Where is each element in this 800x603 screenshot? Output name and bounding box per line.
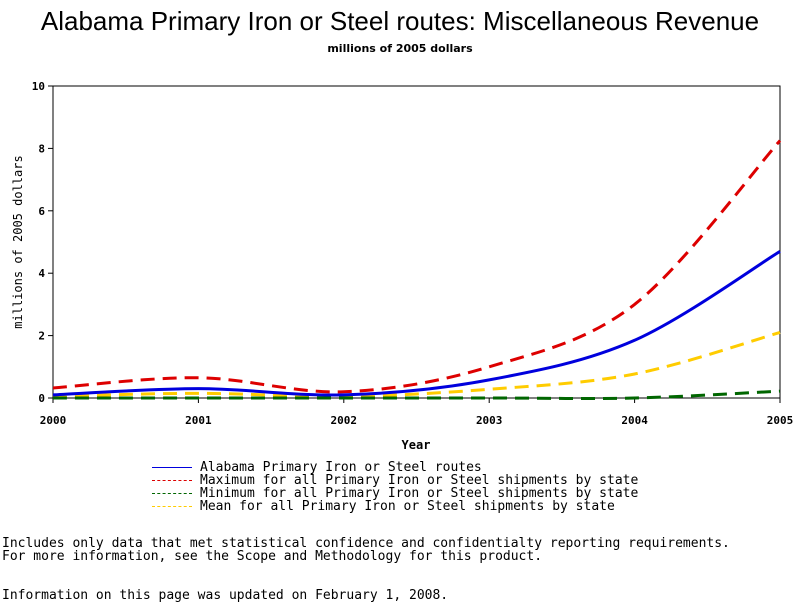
series-line bbox=[52, 331, 781, 399]
footnote-line: For more information, see the Scope and … bbox=[2, 549, 543, 564]
legend-label: Mean for all Primary Iron or Steel shipm… bbox=[200, 499, 615, 514]
chart-ticks: 0 2 4 6 8 10 2000 2001 2002 2003 2004 2005 bbox=[32, 80, 794, 427]
legend-label: Alabama Primary Iron or Steel routes bbox=[200, 460, 482, 475]
legend-label: Minimum for all Primary Iron or Steel sh… bbox=[200, 486, 639, 501]
legend-swatch bbox=[152, 467, 192, 468]
x-tick-label: 2000 bbox=[40, 414, 67, 427]
line-chart: 0 2 4 6 8 10 2000 2001 2002 2003 2004 2005 Year mil… bbox=[11, 80, 794, 452]
x-tick-label: 2001 bbox=[185, 414, 212, 427]
x-tick-label: 2005 bbox=[767, 414, 794, 427]
x-tick-label: 2002 bbox=[331, 414, 358, 427]
y-tick-label: 8 bbox=[38, 142, 45, 155]
update-note: Information on this page was updated on … bbox=[2, 588, 449, 603]
footnotes: Includes only data that met statistical … bbox=[2, 537, 730, 563]
legend-swatch bbox=[152, 493, 192, 494]
footnote-line: Includes only data that met statistical … bbox=[2, 536, 730, 551]
y-axis-label: millions of 2005 dollars bbox=[11, 155, 25, 328]
y-tick-label: 10 bbox=[32, 80, 45, 93]
series-line bbox=[52, 139, 782, 394]
chart-axes bbox=[52, 85, 781, 399]
series-line bbox=[53, 389, 781, 401]
chart-title: Alabama Primary Iron or Steel routes: Mi… bbox=[40, 6, 760, 36]
y-tick-label: 6 bbox=[38, 205, 45, 218]
plot-frame bbox=[52, 85, 781, 399]
legend-swatch bbox=[152, 506, 192, 507]
legend-label: Maximum for all Primary Iron or Steel sh… bbox=[200, 473, 639, 488]
y-tick-label: 2 bbox=[38, 330, 45, 343]
y-tick-label: 0 bbox=[38, 392, 45, 405]
x-tick-label: 2003 bbox=[476, 414, 503, 427]
y-tick-label: 4 bbox=[38, 267, 45, 280]
x-axis-label: Year bbox=[402, 438, 431, 452]
chart-subtitle: millions of 2005 dollars bbox=[327, 42, 473, 55]
series-line bbox=[52, 250, 781, 397]
legend-swatch bbox=[152, 480, 192, 481]
x-tick-label: 2004 bbox=[621, 414, 648, 427]
chart-series bbox=[52, 139, 782, 401]
